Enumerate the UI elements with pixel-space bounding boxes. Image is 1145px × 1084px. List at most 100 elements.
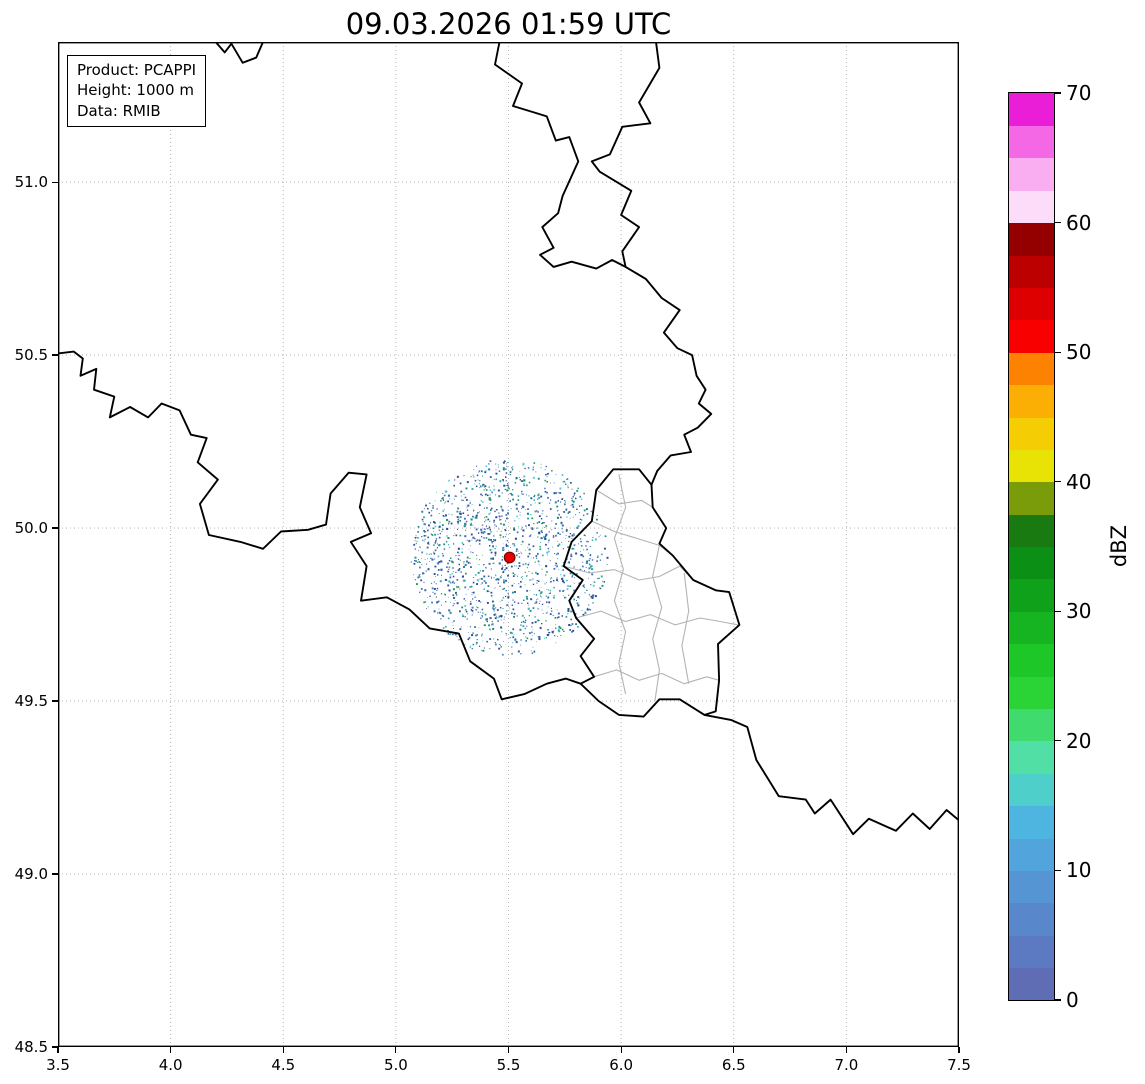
admin-border-path: [596, 489, 653, 508]
colorbar-band: [1009, 805, 1054, 839]
colorbar-band: [1009, 190, 1054, 224]
colorbar-tick-label: 40: [1066, 469, 1092, 494]
y-axis-tick: [52, 354, 58, 356]
y-axis-tick-label: 49.0: [14, 865, 48, 884]
colorbar-band: [1009, 93, 1054, 126]
y-axis-tick-label: 49.5: [14, 692, 48, 711]
admin-border-path: [613, 474, 627, 695]
country-border-path: [58, 350, 959, 836]
x-axis-tick-label: 6.5: [721, 1056, 746, 1074]
colorbar-tick: [1055, 481, 1061, 483]
x-axis-tick: [507, 1047, 510, 1053]
colorbar-tick: [1055, 869, 1061, 872]
y-axis-tick-label: 48.5: [14, 1038, 48, 1056]
x-axis-tick-label: 7.5: [947, 1056, 971, 1074]
x-axis-tick-label: 4.0: [158, 1056, 183, 1074]
country-borders: [58, 42, 959, 836]
x-axis-tick: [733, 1047, 735, 1053]
radar-site-marker: [503, 551, 516, 564]
y-axis-tick: [52, 700, 58, 702]
y-axis-tick-label: 51.0: [14, 173, 48, 192]
colorbar-band: [1009, 546, 1054, 580]
y-axis-tick: [52, 181, 58, 183]
colorbar-band: [1009, 708, 1054, 742]
colorbar-band: [1009, 902, 1054, 936]
y-axis-tick: [52, 527, 58, 529]
y-axis-tick: [52, 1046, 58, 1048]
x-axis-tick: [57, 1047, 59, 1053]
colorbar-tick: [1055, 610, 1061, 612]
colorbar-band: [1009, 740, 1054, 774]
colorbar-band: [1009, 449, 1054, 483]
x-axis-tick: [958, 1047, 960, 1053]
product-info-box: Product: PCAPPI Height: 1000 m Data: RMI…: [67, 55, 207, 127]
map-canvas: [58, 42, 959, 1047]
x-axis-tick-label: 6.0: [609, 1056, 634, 1074]
colorbar-tick: [1055, 740, 1061, 742]
admin-border-path: [593, 669, 720, 685]
x-axis-tick: [282, 1047, 284, 1053]
country-border-path: [590, 42, 661, 268]
colorbar-band: [1009, 514, 1054, 548]
colorbar-band: [1009, 254, 1054, 288]
colorbar-band: [1009, 222, 1054, 256]
admin-borders: [563, 474, 739, 702]
x-axis-tick-label: 7.0: [834, 1056, 859, 1074]
colorbar-band: [1009, 870, 1054, 904]
colorbar: [1009, 93, 1054, 1001]
colorbar-band: [1009, 578, 1054, 612]
x-axis-tick-label: 5.5: [496, 1056, 521, 1074]
colorbar-tick-label: 60: [1066, 210, 1092, 235]
colorbar-band: [1009, 416, 1054, 450]
colorbar-band: [1009, 838, 1054, 872]
colorbar-tick-label: 50: [1066, 340, 1092, 365]
colorbar-band: [1009, 967, 1054, 1001]
x-axis-tick: [620, 1047, 622, 1053]
colorbar-tick-label: 0: [1066, 988, 1079, 1012]
colorbar-band: [1009, 157, 1054, 191]
colorbar-band: [1009, 611, 1054, 645]
colorbar-band: [1009, 352, 1054, 386]
radar-echo-speckles: [410, 460, 609, 656]
admin-border-path: [681, 572, 690, 684]
product-info-line: Height: 1000 m: [77, 81, 194, 100]
product-info-line: Data: RMIB: [77, 101, 161, 120]
plot-area: Product: PCAPPI Height: 1000 m Data: RMI…: [58, 42, 959, 1047]
admin-border-path: [563, 565, 694, 581]
colorbar-tick: [1055, 999, 1061, 1001]
colorbar-band: [1009, 676, 1054, 710]
x-axis-tick: [395, 1047, 397, 1053]
y-axis-tick-label: 50.5: [14, 346, 48, 365]
chart-title: 09.03.2026 01:59 UTC: [345, 7, 672, 41]
y-axis-tick: [52, 873, 58, 875]
colorbar-band: [1009, 287, 1054, 321]
product-info-line: Product: PCAPPI: [77, 61, 197, 79]
x-axis-tick-label: 4.5: [271, 1056, 296, 1074]
y-axis-tick-label: 50.0: [14, 519, 48, 538]
x-axis-tick-label: 3.5: [46, 1056, 70, 1074]
colorbar-tick-label: 20: [1066, 728, 1092, 753]
colorbar-band: [1009, 481, 1054, 515]
colorbar-tick: [1055, 92, 1061, 94]
x-axis-tick: [170, 1047, 172, 1053]
country-border-path: [214, 42, 264, 64]
colorbar-band: [1009, 643, 1054, 677]
colorbar-band: [1009, 773, 1054, 807]
plot-frame: [58, 42, 959, 1047]
colorbar-tick: [1055, 351, 1061, 353]
country-border-path: [562, 468, 653, 685]
colorbar-band: [1009, 125, 1054, 159]
colorbar-band: [1009, 319, 1054, 353]
grid-lines: [58, 42, 959, 1047]
colorbar-tick: [1055, 221, 1061, 224]
colorbar-band: [1009, 935, 1054, 969]
admin-border-path: [652, 545, 663, 702]
admin-border-path: [575, 610, 739, 626]
country-border-path: [624, 265, 713, 486]
x-axis-tick: [845, 1047, 847, 1053]
x-axis-tick-label: 5.0: [383, 1056, 408, 1074]
country-border-path: [650, 483, 741, 716]
country-border-path: [494, 42, 627, 270]
colorbar-tick-label: 70: [1066, 81, 1092, 105]
